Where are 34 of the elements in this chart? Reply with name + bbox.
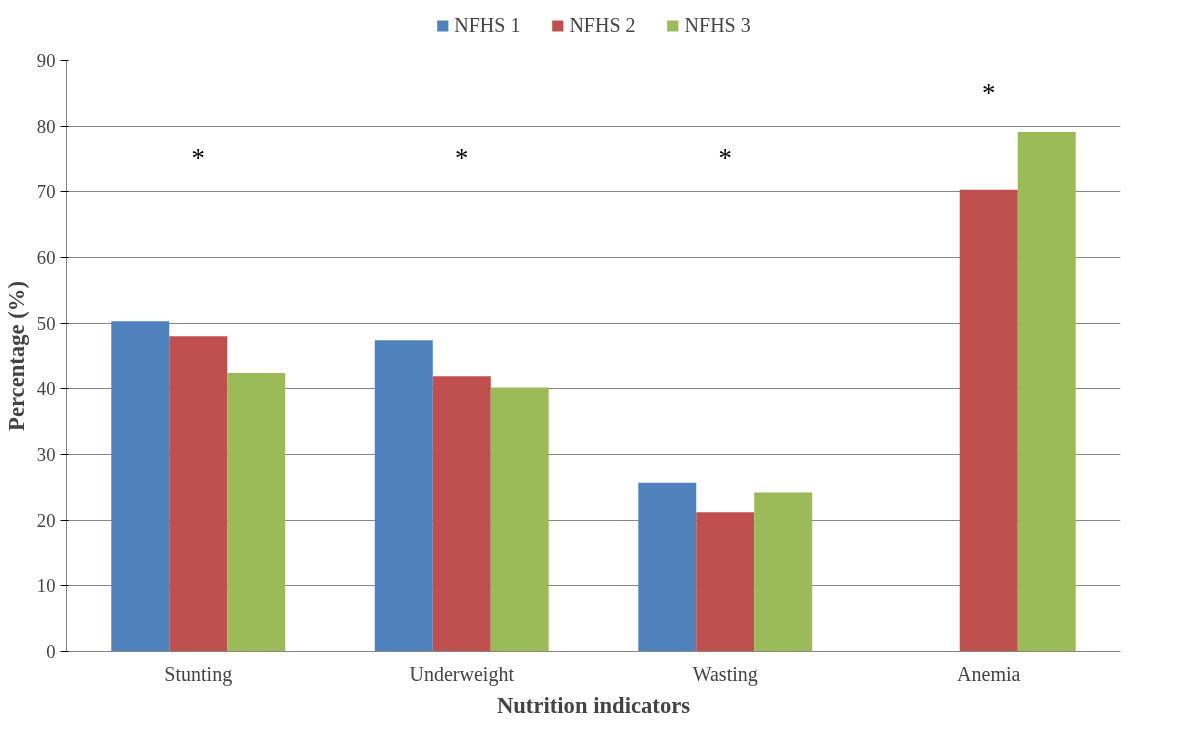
bar <box>111 321 170 652</box>
y-tick-label: 90 <box>36 50 56 71</box>
y-tick-label: 20 <box>36 509 56 531</box>
bar <box>1017 132 1076 652</box>
bar <box>227 373 286 652</box>
y-tick-label: 30 <box>36 444 56 465</box>
bar <box>959 189 1018 652</box>
annotation: * <box>191 143 205 174</box>
legend-label: NFHS 1 <box>454 13 521 37</box>
annotation: * <box>718 143 732 174</box>
x-tick-label: Stunting <box>164 662 233 686</box>
y-tick-label: 40 <box>36 378 56 400</box>
y-tick-label: 70 <box>36 181 56 203</box>
y-tick-label: 50 <box>36 312 56 334</box>
y-tick-label: 80 <box>36 115 56 137</box>
bar <box>754 492 813 652</box>
annotation: * <box>982 77 996 108</box>
bar <box>490 387 549 652</box>
y-tick-label: 0 <box>46 641 56 662</box>
bar <box>696 512 755 652</box>
legend-label: NFHS 2 <box>569 13 636 37</box>
y-tick-label: 60 <box>36 247 56 268</box>
y-axis-title: Percentage (%) <box>3 281 29 431</box>
y-tick-label: 10 <box>36 575 56 597</box>
x-axis-title: Nutrition indicators <box>496 692 691 718</box>
x-tick-label: Wasting <box>692 662 758 686</box>
x-tick-label: Anemia <box>957 662 1021 685</box>
bar <box>638 482 697 652</box>
bar <box>374 340 433 652</box>
legend-label: NFHS 3 <box>684 13 751 37</box>
annotation: * <box>455 143 469 174</box>
bar <box>432 376 491 652</box>
bar <box>169 336 228 652</box>
x-tick-label: Underweight <box>409 662 515 686</box>
